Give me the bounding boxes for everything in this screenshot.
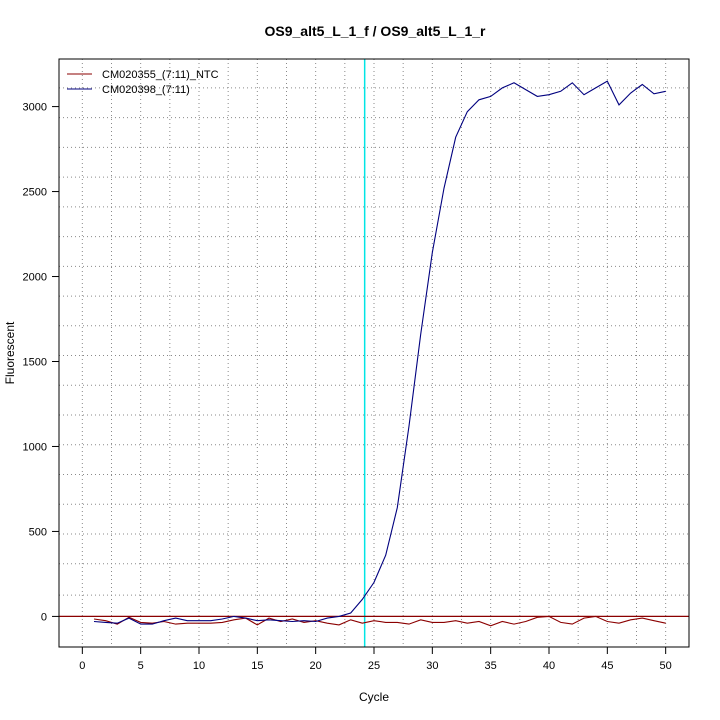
x-tick-label: 30: [426, 660, 438, 672]
x-tick-label: 5: [138, 660, 144, 672]
y-tick-label: 0: [41, 611, 47, 623]
y-axis-label: Fluorescent: [3, 321, 17, 384]
x-axis-label: Cycle: [359, 690, 389, 704]
x-tick-label: 45: [601, 660, 613, 672]
x-tick-label: 15: [251, 660, 263, 672]
legend-label-1: CM020355_(7:11)_NTC: [102, 69, 219, 81]
x-tick-label: 20: [310, 660, 322, 672]
legend-label-2: CM020398_(7:11): [102, 84, 190, 96]
y-tick-label: 2000: [23, 272, 47, 284]
y-tick-label: 1000: [23, 441, 47, 453]
x-axis: 0 5 10 15 20 25 30 35 40 45 50: [79, 647, 672, 672]
x-tick-label: 35: [485, 660, 497, 672]
x-tick-label: 50: [660, 660, 672, 672]
y-tick-label: 3000: [23, 102, 47, 114]
grid: [59, 59, 689, 647]
plot-lines: [59, 59, 689, 647]
series-line-2: [93, 80, 666, 625]
x-tick-label: 0: [79, 660, 85, 672]
chart-title: OS9_alt5_L_1_f / OS9_alt5_L_1_r: [264, 23, 486, 39]
x-tick-label: 40: [543, 660, 555, 672]
x-tick-label: 25: [368, 660, 380, 672]
x-tick-label: 10: [193, 660, 205, 672]
y-tick-label: 2500: [23, 187, 47, 199]
series-line-1: [93, 615, 666, 627]
y-tick-label: 1500: [23, 356, 47, 368]
legend: CM020355_(7:11)_NTC CM020398_(7:11): [67, 69, 219, 96]
y-tick-label: 500: [29, 526, 47, 538]
y-axis: 0 500 1000 1500 2000 2500 3000: [23, 102, 59, 623]
